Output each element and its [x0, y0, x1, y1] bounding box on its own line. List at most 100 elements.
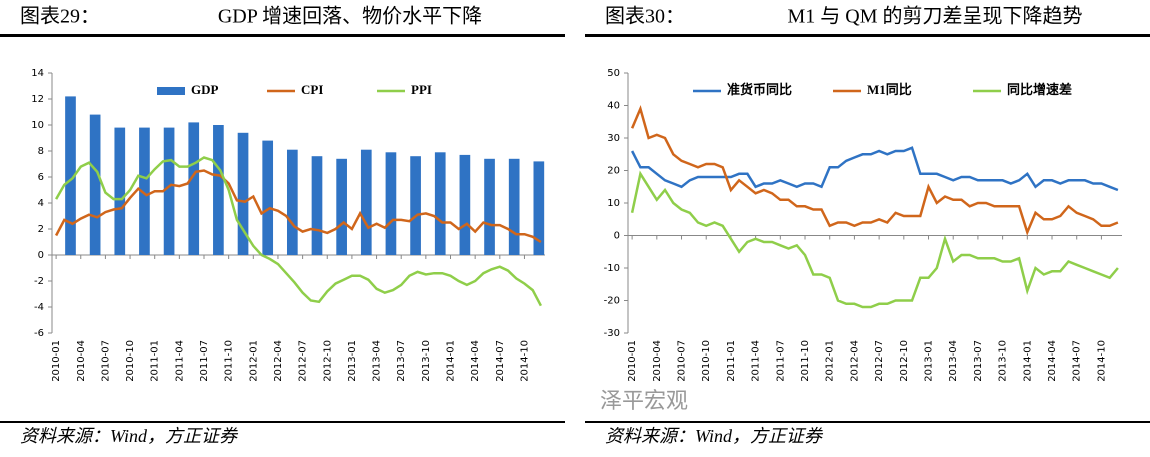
chart-title: M1 与 QM 的剪刀差呈现下降趋势: [787, 5, 1082, 28]
legend-label: M1同比: [867, 82, 912, 97]
x-tick-label: 2011-07: [775, 340, 786, 382]
source-note: 资料来源：Wind，方正证券: [20, 426, 239, 446]
bar: [114, 127, 126, 255]
bar: [336, 158, 347, 255]
y-tick-label: 12: [31, 94, 44, 105]
bar: [385, 152, 397, 255]
x-tick-label: 2014-04: [470, 340, 481, 382]
y-tick-label: -6: [34, 328, 44, 339]
bar: [311, 156, 323, 255]
y-tick-label: 10: [31, 120, 44, 131]
x-tick-label: 2012-04: [273, 340, 284, 382]
y-tick-label: -30: [604, 328, 620, 339]
legend-label: 同比增速差: [1007, 82, 1072, 97]
x-tick-label: 2013-04: [948, 340, 959, 382]
x-tick-label: 2014-01: [446, 340, 457, 382]
bar: [213, 125, 224, 255]
x-tick-label: 2011-04: [174, 340, 185, 382]
x-tick-label: 2011-10: [800, 340, 811, 382]
figure-label: 图表29：: [20, 5, 100, 28]
bar: [533, 161, 545, 255]
y-tick-label: -2: [34, 276, 44, 287]
x-tick-label: 2014-04: [1047, 340, 1058, 382]
bar: [360, 149, 372, 255]
legend-swatch: [157, 87, 185, 95]
x-tick-label: 2010-04: [652, 340, 663, 382]
legend-label: GDP: [191, 82, 219, 97]
x-tick-label: 2012-01: [825, 340, 836, 382]
footer-rule: [585, 421, 1150, 423]
y-tick-label: 0: [38, 250, 44, 261]
source-note: 资料来源：Wind，方正证券: [605, 426, 824, 446]
x-tick-label: 2011-01: [150, 340, 161, 382]
bar: [508, 158, 520, 255]
y-tick-label: 0: [614, 231, 620, 242]
y-tick-label: 10: [607, 198, 620, 209]
y-tick-label: -20: [604, 296, 620, 307]
bar: [410, 156, 421, 255]
footer-rule: [0, 421, 565, 423]
x-tick-label: 2013-04: [372, 340, 383, 382]
y-tick-label: -10: [604, 263, 620, 274]
watermark: 泽平宏观: [600, 388, 688, 413]
x-tick-label: 2014-10: [519, 340, 530, 382]
y-tick-label: 2: [38, 224, 44, 235]
line-series: [630, 105, 1119, 236]
x-tick-label: 2013-01: [924, 340, 935, 382]
title-rule: [585, 34, 1150, 37]
x-tick-label: 2010-10: [125, 340, 136, 382]
x-tick-label: 2013-10: [421, 340, 432, 382]
bar: [163, 127, 175, 255]
y-tick-label: 6: [38, 172, 44, 183]
bar: [237, 132, 249, 255]
x-tick-label: 2012-07: [874, 340, 885, 382]
bar: [89, 114, 101, 255]
x-tick-label: 2012-10: [322, 340, 333, 382]
x-tick-label: 2010-07: [100, 340, 111, 382]
bar: [484, 158, 495, 255]
x-tick-label: 2014-10: [1096, 340, 1107, 382]
bar: [262, 140, 274, 255]
x-tick-label: 2011-07: [199, 340, 210, 382]
line-series: [630, 146, 1119, 192]
x-tick-label: 2010-01: [627, 340, 638, 382]
y-tick-label: -4: [34, 302, 44, 313]
bar: [286, 149, 298, 255]
y-tick-label: 8: [38, 146, 44, 157]
bar: [65, 96, 76, 256]
figure-label: 图表30：: [605, 5, 685, 28]
line-series: [55, 156, 543, 307]
y-tick-label: 50: [607, 68, 620, 79]
y-tick-label: 20: [607, 166, 620, 177]
x-tick-label: 2012-01: [248, 340, 259, 382]
x-tick-label: 2011-10: [224, 340, 235, 382]
x-tick-label: 2014-07: [1072, 340, 1083, 382]
line-series: [54, 169, 542, 244]
x-tick-label: 2012-10: [899, 340, 910, 382]
x-tick-label: 2011-01: [726, 340, 737, 382]
bar: [188, 122, 200, 256]
chart-title: GDP 增速回落、物价水平下降: [218, 5, 482, 28]
x-tick-label: 2013-01: [347, 340, 358, 382]
x-tick-label: 2012-07: [298, 340, 309, 382]
title-rule: [0, 34, 565, 37]
y-tick-label: 30: [607, 133, 620, 144]
bar: [434, 152, 446, 255]
x-tick-label: 2010-10: [701, 340, 712, 382]
x-tick-label: 2010-01: [51, 340, 62, 382]
x-tick-label: 2013-07: [973, 340, 984, 382]
x-tick-label: 2010-07: [677, 340, 688, 382]
x-tick-label: 2014-07: [495, 340, 506, 382]
line-series: [630, 170, 1119, 309]
y-tick-label: 4: [38, 198, 44, 209]
legend-label: 准货币同比: [727, 82, 792, 97]
x-tick-label: 2011-04: [751, 340, 762, 382]
legend-label: CPI: [301, 82, 323, 97]
x-tick-label: 2012-04: [849, 340, 860, 382]
x-tick-label: 2013-07: [396, 340, 407, 382]
bar: [139, 127, 150, 255]
bar: [459, 154, 471, 255]
legend-label: PPI: [411, 82, 432, 97]
x-tick-label: 2014-01: [1022, 340, 1033, 382]
